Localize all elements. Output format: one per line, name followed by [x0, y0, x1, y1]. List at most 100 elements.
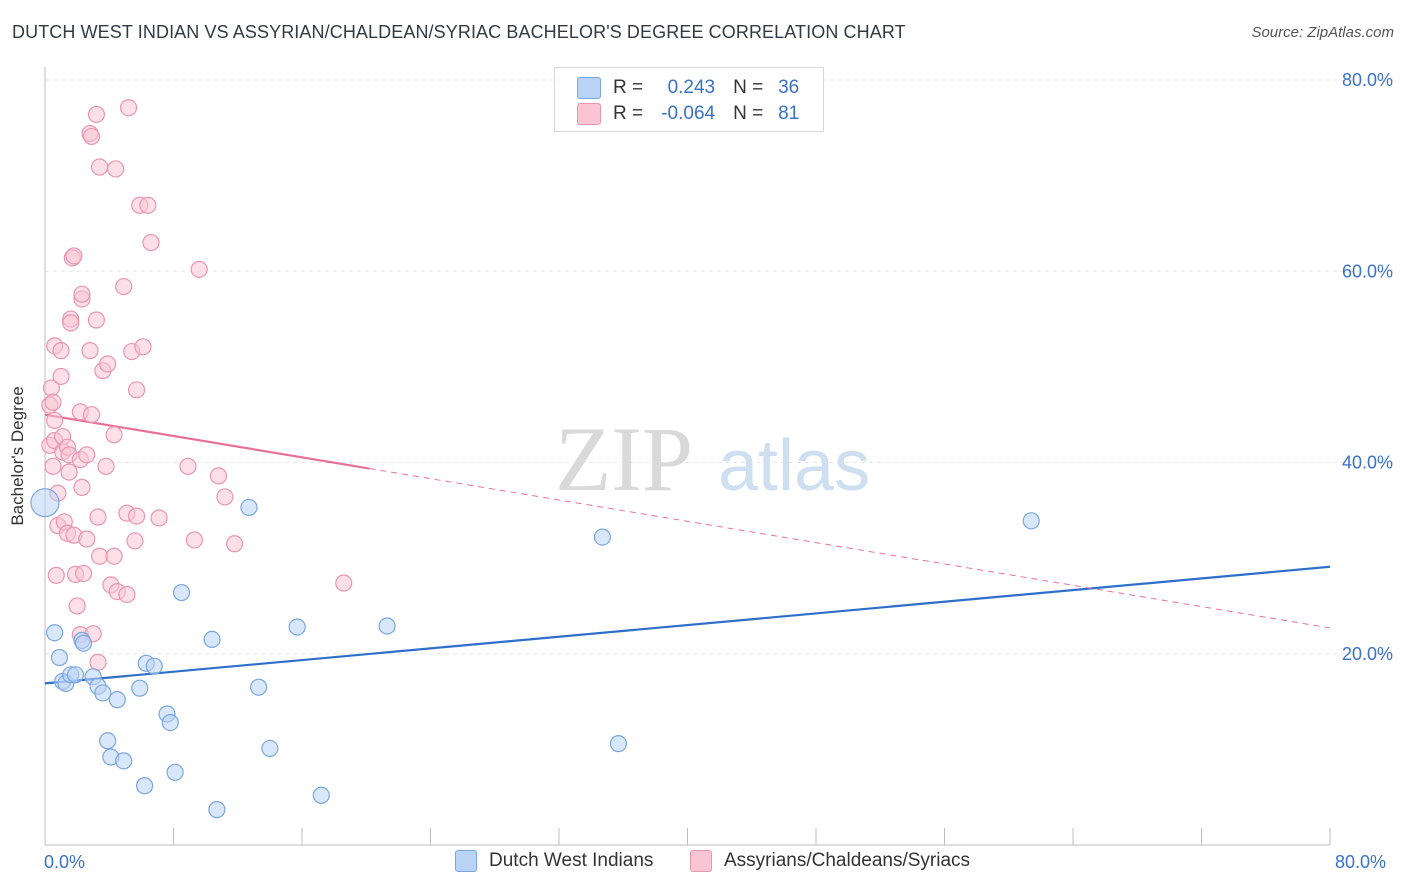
point-assyrian — [87, 311, 106, 329]
watermark-atlas: atlas — [718, 426, 870, 506]
legend-n-label: N = — [733, 77, 764, 98]
point-assyrian — [47, 566, 65, 584]
point-assyrian — [78, 446, 96, 464]
point-assyrian — [209, 467, 228, 485]
point-assyrian — [46, 411, 64, 430]
point-assyrian — [89, 508, 107, 526]
point-assyrian — [60, 463, 78, 481]
point-dutch-west-indian — [166, 763, 184, 781]
point-dutch-west-indian — [99, 732, 117, 750]
trend-line-dutch-west-indians — [44, 565, 1331, 685]
point-assyrian — [119, 99, 138, 117]
point-dutch-west-indian — [135, 777, 154, 795]
point-assyrian — [65, 247, 83, 265]
point-dutch-west-indian — [203, 630, 221, 649]
point-assyrian — [68, 597, 86, 615]
point-dutch-west-indian — [261, 739, 279, 758]
point-assyrian — [89, 653, 107, 671]
point-dutch-west-indian — [30, 488, 60, 518]
point-assyrian — [105, 547, 123, 565]
point-dutch-west-indian — [172, 583, 191, 602]
legend-r-value-pink: -0.064 — [661, 103, 716, 124]
point-dutch-west-indian — [378, 617, 396, 635]
point-assyrian — [225, 535, 244, 553]
point-assyrian — [73, 285, 91, 303]
point-dutch-west-indian — [250, 678, 268, 696]
point-dutch-west-indian — [208, 801, 226, 819]
point-dutch-west-indian — [1022, 512, 1040, 530]
point-assyrian — [74, 564, 93, 583]
point-assyrian — [91, 158, 109, 176]
point-dutch-west-indian — [131, 679, 149, 697]
point-assyrian — [134, 338, 152, 356]
axes — [44, 67, 1331, 846]
legend-r-label: R = — [613, 103, 644, 124]
point-dutch-west-indian — [94, 684, 112, 702]
y-tick-label: 20.0% — [1342, 644, 1393, 664]
point-dutch-west-indian — [609, 735, 628, 753]
point-assyrian — [190, 260, 208, 278]
point-dutch-west-indian — [74, 634, 93, 652]
point-assyrian — [118, 585, 136, 604]
y-tick-label: 40.0% — [1342, 453, 1393, 473]
point-dutch-west-indian — [66, 666, 85, 684]
x-tick-label-min: 0.0% — [44, 852, 86, 872]
point-dutch-west-indian — [46, 624, 64, 642]
legend-r-label: R = — [613, 77, 644, 98]
y-axis-label: Bachelor's Degree — [8, 386, 27, 526]
point-assyrian — [335, 574, 353, 592]
point-assyrian — [78, 530, 96, 548]
point-assyrian — [107, 160, 125, 178]
point-assyrian — [87, 105, 106, 124]
legend-item-assyrians: Assyrians/Chaldeans/Syriacs — [690, 850, 970, 872]
trend-line-assyrians-dashed — [369, 468, 1331, 629]
point-assyrian — [115, 277, 133, 296]
chart-title: DUTCH WEST INDIAN VS ASSYRIAN/CHALDEAN/S… — [12, 22, 906, 42]
y-tick-labels: 20.0% 40.0% 60.0% 80.0% — [1342, 70, 1393, 664]
point-dutch-west-indian — [240, 498, 258, 517]
point-assyrian — [127, 381, 146, 399]
point-assyrian — [91, 547, 109, 565]
point-dutch-west-indian — [593, 528, 611, 546]
point-assyrian — [52, 367, 70, 386]
point-assyrian — [99, 355, 117, 373]
legend-label-blue: Dutch West Indians — [489, 850, 654, 871]
correlation-legend: R = 0.243 N = 36 R = -0.064 N = 81 — [554, 67, 824, 132]
y-tick-label: 60.0% — [1342, 261, 1393, 281]
legend-n-value-pink: 81 — [778, 103, 800, 124]
point-assyrian — [126, 532, 144, 550]
trend-lines — [44, 413, 1331, 685]
legend-swatch-pink — [577, 103, 601, 125]
point-dutch-west-indian — [312, 786, 330, 804]
data-points — [30, 99, 1040, 819]
watermark: ZIP atlas — [555, 408, 870, 510]
point-assyrian — [82, 127, 101, 146]
point-dutch-west-indian — [50, 648, 69, 667]
point-assyrian — [81, 342, 99, 360]
legend-n-value-blue: 36 — [778, 77, 800, 98]
legend-r-value-blue: 0.243 — [667, 77, 716, 98]
legend-swatch-blue — [577, 77, 601, 99]
point-dutch-west-indian — [288, 618, 306, 636]
point-assyrian — [139, 196, 157, 214]
x-tick-label-max: 80.0% — [1335, 852, 1387, 872]
point-assyrian — [97, 457, 115, 475]
point-assyrian — [82, 406, 101, 424]
grid-lines — [45, 79, 1393, 655]
legend-swatch-blue — [455, 850, 477, 872]
source-label: Source: ZipAtlas.com — [1251, 24, 1394, 41]
point-assyrian — [127, 507, 146, 525]
point-assyrian — [62, 314, 80, 332]
point-assyrian — [44, 457, 62, 475]
trend-line-assyrians-solid — [44, 413, 370, 470]
y-tick-label: 80.0% — [1342, 70, 1393, 90]
point-dutch-west-indian — [161, 713, 179, 732]
point-assyrian — [73, 478, 91, 496]
watermark-zip: ZIP — [555, 408, 693, 510]
point-dutch-west-indian — [145, 657, 163, 675]
legend-swatch-pink — [690, 850, 712, 872]
legend-n-label: N = — [733, 103, 764, 124]
point-assyrian — [179, 457, 197, 475]
point-dutch-west-indian — [108, 691, 126, 709]
